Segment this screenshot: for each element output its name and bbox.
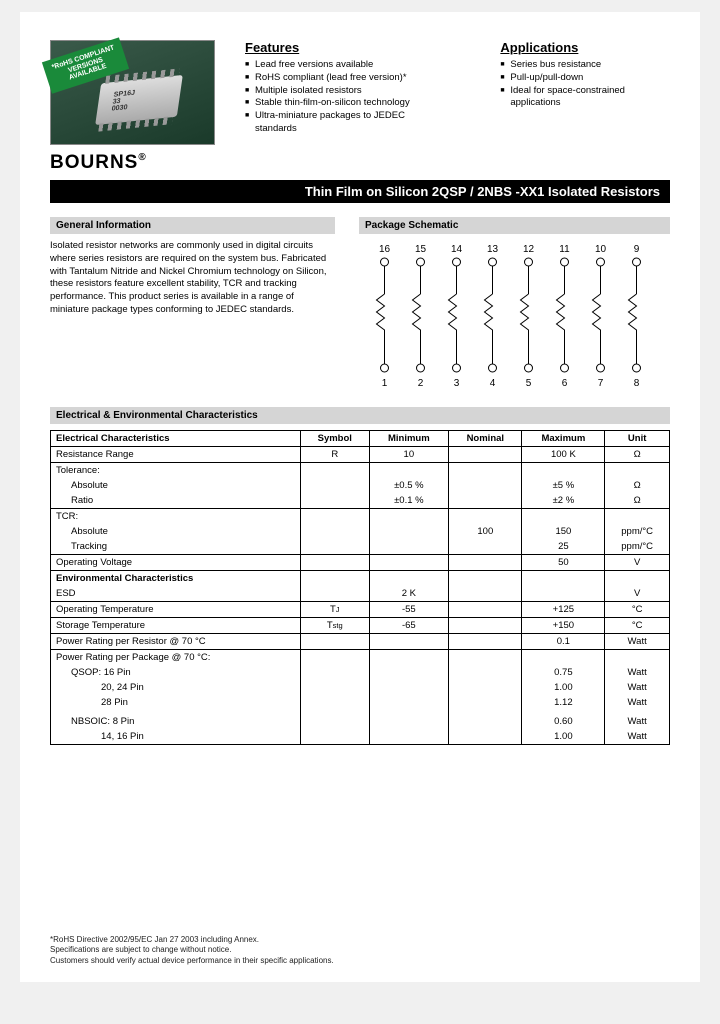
application-item: Pull-up/pull-down <box>500 72 670 85</box>
characteristics-heading: Electrical & Environmental Characteristi… <box>50 407 670 424</box>
package-schematic: Package Schematic 16 1 15 2 14 3 13 4 12 5 11 6 10 7 9… <box>359 217 670 395</box>
svg-text:7: 7 <box>598 378 604 389</box>
features-block: Features Lead free versions availableRoH… <box>245 40 440 174</box>
svg-text:10: 10 <box>595 244 607 255</box>
svg-text:14: 14 <box>451 244 463 255</box>
general-info-body: Isolated resistor networks are commonly … <box>50 240 335 317</box>
feature-item: Multiple isolated resistors <box>245 85 440 98</box>
application-item: Series bus resistance <box>500 59 670 72</box>
svg-text:15: 15 <box>415 244 427 255</box>
svg-text:11: 11 <box>559 244 570 255</box>
svg-text:6: 6 <box>562 378 568 389</box>
features-heading: Features <box>245 40 440 55</box>
general-info-heading: General Information <box>50 217 335 234</box>
product-image: *RoHS COMPLIANTVERSIONSAVAILABLE SP16J33… <box>50 40 215 174</box>
applications-block: Applications Series bus resistancePull-u… <box>500 40 670 174</box>
feature-item: Stable thin-film-on-silicon technology <box>245 97 440 110</box>
svg-text:5: 5 <box>526 378 532 389</box>
feature-item: RoHS compliant (lead free version)* <box>245 72 440 85</box>
svg-text:1: 1 <box>382 378 388 389</box>
chip-body: SP16J330030 <box>95 75 183 125</box>
schematic-heading: Package Schematic <box>359 217 670 234</box>
application-item: Ideal for space-constrained applications <box>500 85 670 111</box>
svg-text:4: 4 <box>490 378 496 389</box>
svg-text:16: 16 <box>379 244 391 255</box>
brand-logo: BOURNS® <box>50 152 215 174</box>
svg-text:12: 12 <box>523 244 535 255</box>
schematic-svg: 16 1 15 2 14 3 13 4 12 5 11 6 10 7 9 8 <box>359 240 670 390</box>
svg-text:2: 2 <box>418 378 424 389</box>
footnotes: *RoHS Directive 2002/95/EC Jan 27 2003 i… <box>50 935 670 966</box>
general-info: General Information Isolated resistor ne… <box>50 217 335 395</box>
applications-heading: Applications <box>500 40 670 55</box>
svg-text:3: 3 <box>454 378 460 389</box>
svg-text:13: 13 <box>487 244 499 255</box>
svg-text:9: 9 <box>634 244 640 255</box>
feature-item: Ultra-miniature packages to JEDEC standa… <box>245 110 440 136</box>
feature-item: Lead free versions available <box>245 59 440 72</box>
characteristics-table: Electrical CharacteristicsSymbolMinimumN… <box>50 430 670 745</box>
svg-text:8: 8 <box>634 378 640 389</box>
title-bar: Thin Film on Silicon 2QSP / 2NBS -XX1 Is… <box>50 180 670 203</box>
